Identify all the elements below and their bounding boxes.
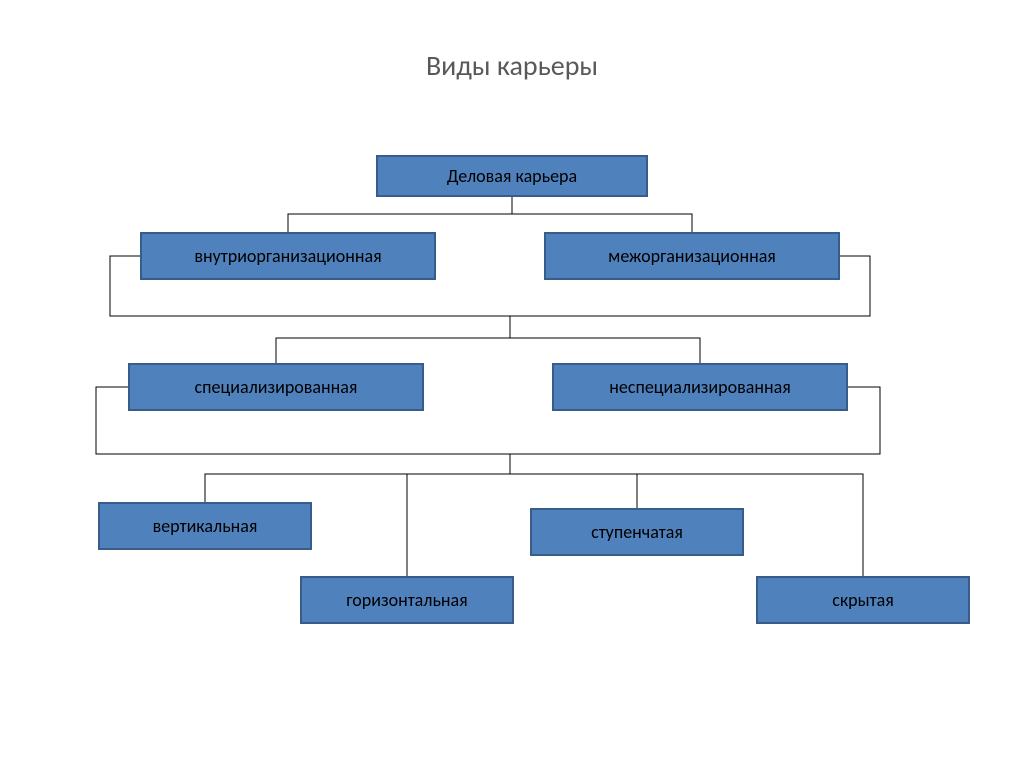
node-l3b: неспециализированная [552, 363, 848, 411]
diagram-title: Виды карьеры [0, 48, 1024, 83]
node-root: Деловая карьера [376, 155, 648, 197]
node-l2b: межорганизационная [544, 232, 840, 280]
node-l4a: вертикальная [98, 502, 312, 550]
edge-bus4-l4a [205, 474, 510, 502]
node-l4d: скрытая [756, 576, 970, 624]
edge-root-l2a [288, 197, 512, 232]
node-l2a: внутриорганизационная [140, 232, 436, 280]
edge-bus4-l4b [407, 474, 510, 576]
node-l4c: ступенчатая [530, 508, 744, 556]
edge-mid3-l3a [276, 338, 510, 363]
edge-mid3-l3b [510, 338, 700, 363]
node-l4b: горизонтальная [300, 576, 514, 624]
node-l3a: специализированная [128, 363, 424, 411]
edge-bus4-l4c [510, 474, 637, 508]
edge-root-l2b [512, 197, 692, 232]
